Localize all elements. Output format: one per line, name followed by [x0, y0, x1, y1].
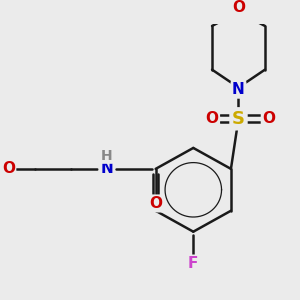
Text: O: O	[232, 0, 245, 15]
Text: F: F	[188, 256, 199, 271]
Text: O: O	[2, 161, 15, 176]
Text: N: N	[232, 82, 245, 97]
Text: O: O	[149, 196, 162, 211]
Text: O: O	[206, 111, 218, 126]
Text: N: N	[100, 161, 113, 176]
Text: O: O	[262, 111, 275, 126]
Text: S: S	[232, 110, 245, 128]
Text: H: H	[101, 149, 112, 163]
